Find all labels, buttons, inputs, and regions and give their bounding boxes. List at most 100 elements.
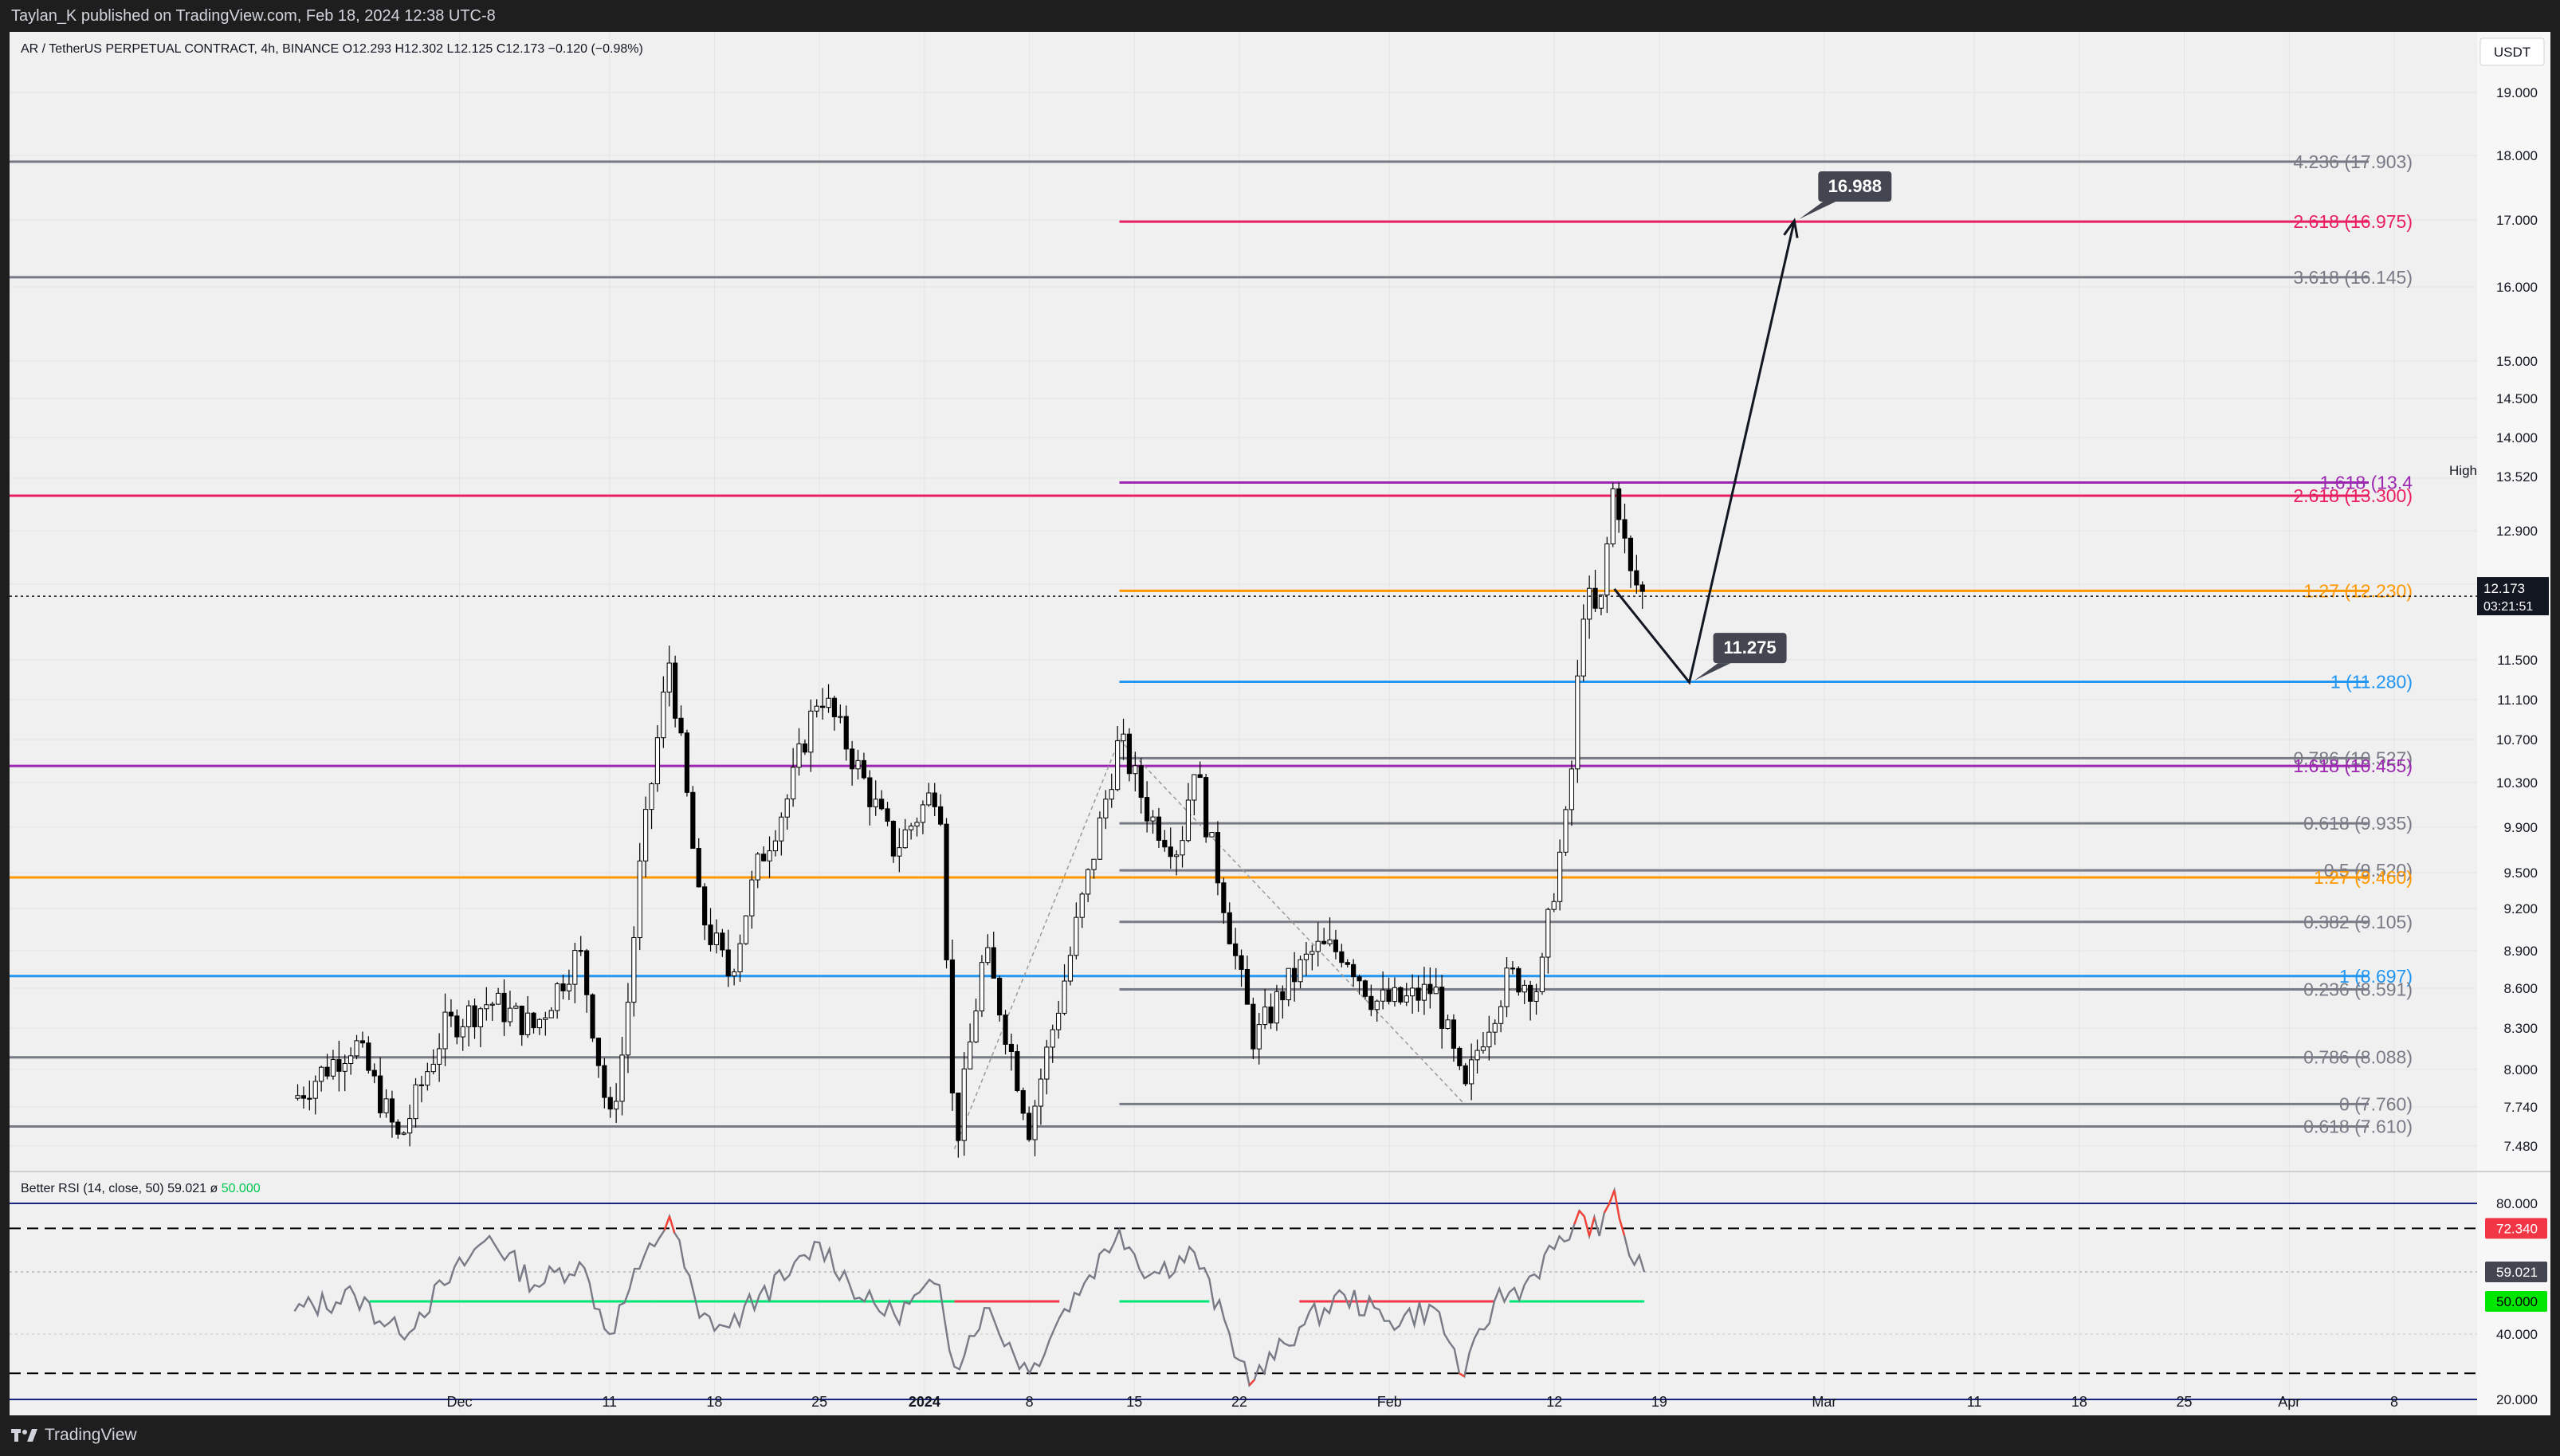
candle-down <box>1020 1089 1026 1114</box>
rsi-extreme-segment <box>1588 1217 1596 1237</box>
time-tick-label: 15 <box>1126 1394 1142 1410</box>
candle-up <box>1421 983 1427 1001</box>
candle-up <box>1274 991 1280 1024</box>
candle-up <box>791 767 796 800</box>
rsi-extreme-segment <box>663 1215 671 1230</box>
candle-up <box>1121 733 1126 742</box>
rsi-ob-tag-bg <box>2485 1218 2547 1239</box>
candle-up <box>566 983 572 991</box>
candle-up <box>961 1068 967 1141</box>
candle-up <box>1410 987 1415 997</box>
candle-down <box>607 1097 613 1110</box>
tradingview-icon <box>11 1429 37 1442</box>
candle-down <box>684 732 690 793</box>
candle-down <box>1197 774 1203 779</box>
time-tick-label: 25 <box>811 1394 827 1410</box>
fib-level-label: 2.618 (16.975) <box>2293 211 2413 232</box>
tradingview-brand: TradingView <box>45 1426 137 1444</box>
rsi-symbol: ø <box>210 1182 221 1195</box>
rsi-extreme-segment <box>1459 1372 1465 1378</box>
candle-down <box>1156 816 1162 841</box>
price-tick-label: 9.500 <box>2503 865 2538 881</box>
candle-up <box>1056 1012 1062 1030</box>
candle-up <box>1469 1059 1474 1085</box>
rsi-tick-label: 80.000 <box>2496 1196 2538 1211</box>
price-tick-label: 7.740 <box>2503 1100 2538 1115</box>
rsi-extreme-segment <box>1248 1379 1255 1387</box>
candle-down <box>1516 967 1521 993</box>
candle-up <box>1115 740 1121 791</box>
candle-up <box>1086 869 1091 895</box>
rsi-value-tag: 59.021 <box>2496 1265 2538 1280</box>
candle-down <box>1008 1043 1015 1052</box>
fib-level-label: 3.618 (16.145) <box>2293 267 2413 288</box>
candle-up <box>1521 984 1527 993</box>
rsi-value: 59.021 <box>167 1182 210 1195</box>
candle-up <box>1327 939 1333 944</box>
price-tick-label: 8.600 <box>2503 981 2538 996</box>
target-label-pointer <box>1799 202 1836 220</box>
candle-down <box>725 949 731 977</box>
candle-down <box>879 799 885 810</box>
tradingview-logo[interactable]: TradingView <box>11 1423 137 1447</box>
candle-up <box>625 1002 631 1056</box>
candle-down <box>472 1005 477 1027</box>
candle-down <box>1333 939 1339 952</box>
candle-down <box>1251 1003 1256 1050</box>
candle-down <box>991 947 996 979</box>
candle-down <box>578 950 583 952</box>
rsi-name: Better RSI (14, close, 50) <box>21 1182 167 1195</box>
candle-up <box>1587 587 1592 620</box>
candle-down <box>1244 968 1251 1005</box>
candle-up <box>1380 989 1386 1002</box>
candle-up <box>1067 955 1074 982</box>
fib-level-label: 2.618 (13.300) <box>2293 485 2413 506</box>
candle-up <box>1050 1029 1055 1048</box>
candle-up <box>1062 980 1067 1014</box>
candle-up <box>1580 618 1586 677</box>
candle-up <box>796 743 802 768</box>
rsi-tick-label: 20.000 <box>2496 1392 2538 1407</box>
candle-up <box>437 1048 442 1065</box>
candle-up <box>354 1040 359 1057</box>
chart-canvas[interactable]: 4.236 (17.903) 2.618 (16.975) 3.618 (16.14… <box>10 32 2550 1415</box>
fib-level-label: 0.382 (9.105) <box>2303 912 2413 932</box>
candle-up <box>1545 909 1551 958</box>
countdown-timer: 03:21:51 <box>2483 600 2533 614</box>
candle-up <box>1492 1022 1498 1033</box>
candle-up <box>1150 816 1156 822</box>
fib-trend-2 <box>1118 739 1465 1105</box>
target-label-text: 16.988 <box>1828 176 1882 196</box>
candle-down <box>324 1066 330 1077</box>
candle-up <box>1563 809 1569 853</box>
candle-down <box>1162 839 1168 848</box>
candle-up <box>413 1084 418 1120</box>
candle-up <box>1539 956 1545 992</box>
candle-up <box>1315 940 1321 952</box>
candle-up <box>442 1011 448 1050</box>
symbol-legend: AR / TetherUS PERPETUAL CONTRACT, 4h, BI… <box>21 42 643 56</box>
candle-down <box>944 823 949 960</box>
rsi-ob-tag: 72.340 <box>2496 1221 2538 1236</box>
candle-down <box>595 1038 602 1066</box>
candle-down <box>761 854 767 861</box>
target-label-pointer <box>1694 663 1731 681</box>
candle-up <box>342 1062 347 1072</box>
candle-up <box>767 850 772 861</box>
candle-up <box>1097 817 1103 860</box>
candle-down <box>1368 995 1374 1011</box>
time-tick-label: 12 <box>1546 1394 1562 1410</box>
candle-up <box>1192 774 1197 801</box>
ohlc-chg: −0.120 (−0.98%) <box>548 42 643 56</box>
rsi-extreme-segment <box>1583 1216 1591 1237</box>
candle-down <box>890 821 897 857</box>
fib-level-label: 1.618 (10.455) <box>2293 755 2413 776</box>
candle-down <box>1221 882 1227 913</box>
candle-down <box>1639 584 1645 592</box>
rsi-line <box>293 1187 1646 1387</box>
candle-up <box>1404 995 1409 1003</box>
fib-level-label: 1 (11.280) <box>2330 672 2413 693</box>
rsi-mid-tag-bg <box>2485 1291 2547 1312</box>
candle-down <box>802 743 808 753</box>
candle-down <box>708 924 713 945</box>
